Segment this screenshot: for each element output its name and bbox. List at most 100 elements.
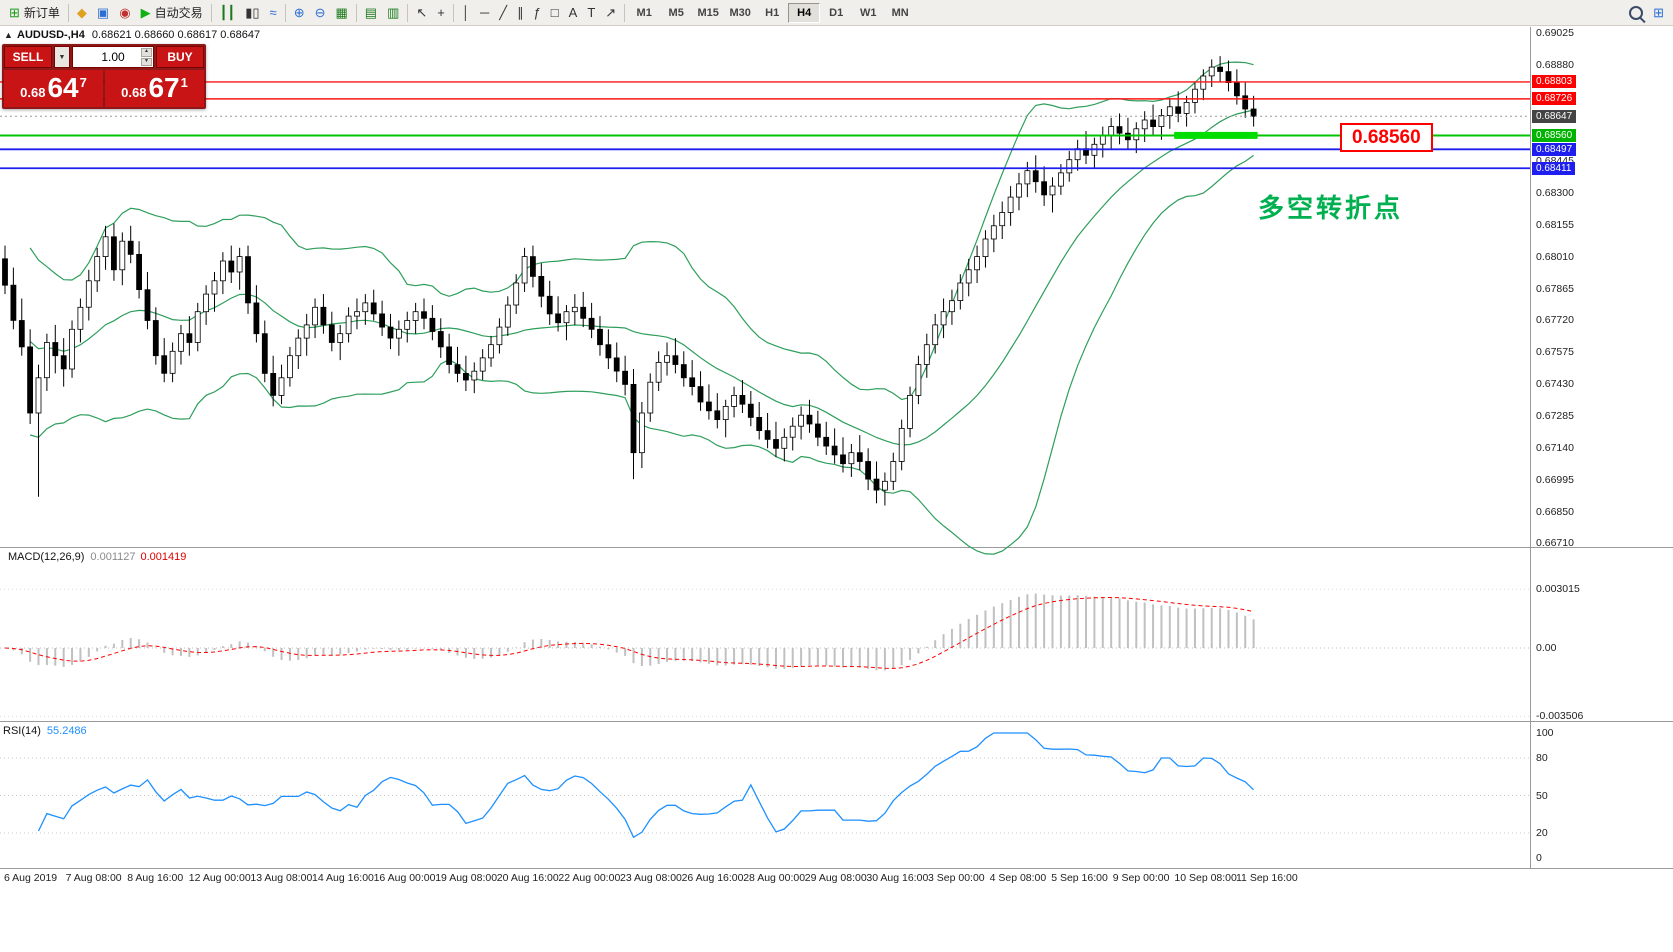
horizontal-line-button-icon: ─ (480, 5, 490, 20)
main-toolbar: ⊞ 新订单 ◆ ▣ ◉ ▶ 自动交易 ┃┃ ▮▯ ≈ ⊕ ⊖ ▦ ▤ ▥ ↖ + │ ─ ╱ ∥ ƒ □ A T ↗ M1 M5 M15… (0, 0, 1673, 26)
sell-price-display[interactable]: 0.68 64 7 (4, 70, 103, 107)
volume-decrease-button[interactable]: ▼ (141, 57, 152, 66)
data-window-button-icon: ▣ (96, 5, 110, 20)
volume-increase-button[interactable]: ▲ (141, 48, 152, 57)
rsi-scale-label: 80 (1536, 752, 1548, 764)
label-button[interactable]: T (582, 1, 600, 25)
sell-button[interactable]: SELL (4, 46, 52, 68)
new-order-button[interactable]: ⊞ 新订单 (4, 1, 65, 25)
timeframe-mn[interactable]: MN (891, 6, 909, 19)
market-watch-button[interactable]: ◆ (72, 1, 92, 25)
time-label: 22 Aug 00:00 (558, 872, 621, 884)
buy-price-display[interactable]: 0.68 67 1 (105, 70, 204, 107)
macd-scale-label: 0.00 (1536, 642, 1557, 654)
price-tick: 0.67865 (1536, 282, 1574, 295)
price-tick: 0.68300 (1536, 186, 1574, 199)
time-label: 8 Aug 16:00 (127, 872, 184, 884)
channel-button-icon: ∥ (517, 5, 524, 20)
fibonacci-button[interactable]: ƒ (529, 1, 546, 25)
buy-price-prefix: 0.68 (121, 85, 147, 100)
fibonacci-button-icon: ƒ (533, 5, 541, 20)
timeframe-w1[interactable]: W1 (859, 6, 877, 19)
time-label: 20 Aug 16:00 (496, 872, 559, 884)
volume-spinner: ▲ ▼ (141, 48, 152, 66)
autotrading-button[interactable]: ▶ 自动交易 (136, 1, 208, 25)
timeframe-d1[interactable]: D1 (829, 6, 844, 19)
time-label: 29 Aug 08:00 (804, 872, 867, 884)
rsi-line (37, 732, 1255, 839)
price-line-label: 0.68726 (1532, 92, 1577, 106)
timeframe-m5[interactable]: M5 (668, 6, 684, 19)
price-tick: 0.67575 (1536, 346, 1574, 359)
symbol-label: AUDUSD-,H4 (17, 29, 85, 41)
add-chart-button-icon: ⊞ (1653, 5, 1664, 20)
text-button-icon: A (568, 5, 578, 20)
time-label: 9 Sep 00:00 (1112, 872, 1170, 884)
buy-price-sup: 1 (180, 75, 188, 90)
timeframe-m30[interactable]: M30 (729, 6, 751, 19)
line-chart-button[interactable]: ≈ (265, 1, 282, 25)
text-button[interactable]: A (564, 1, 583, 25)
arrange-windows-button-icon: ▥ (387, 5, 400, 20)
support-highlight[interactable] (1174, 131, 1258, 139)
tile-windows-button[interactable]: ▦ (331, 1, 353, 25)
macd-signal-value: 0.001419 (140, 551, 187, 563)
time-label: 10 Sep 08:00 (1174, 872, 1237, 884)
timeframe-h1[interactable]: H1 (765, 6, 780, 19)
one-click-toggle-icon[interactable]: ▲ (4, 30, 13, 40)
sell-price-big: 64 (47, 72, 79, 103)
zoom-out-button[interactable]: ⊖ (310, 1, 331, 25)
crosshair-button[interactable]: + (432, 1, 450, 25)
time-label: 3 Sep 00:00 (928, 872, 985, 884)
cursor-button[interactable]: ↖ (411, 1, 432, 25)
shapes-button[interactable]: □ (546, 1, 564, 25)
price-tick: 0.66995 (1536, 474, 1574, 487)
timeframe-h4[interactable]: H4 (788, 2, 821, 23)
arrows-button[interactable]: ↗ (600, 1, 621, 25)
price-callout[interactable]: 0.68560 (1340, 123, 1433, 152)
timeframe-m15[interactable]: M15 (697, 6, 719, 19)
arrange-windows-button[interactable]: ▥ (382, 1, 404, 25)
rsi-scale-label: 20 (1536, 827, 1548, 839)
candlestick-chart-button-icon: ▮▯ (245, 5, 260, 20)
add-chart-button[interactable]: ⊞ (1648, 1, 1669, 25)
macd-main-value: 0.001127 (90, 551, 136, 563)
macd-indicator-title: MACD(12,26,9) 0.001127 0.001419 (8, 551, 186, 563)
time-label: 28 Aug 00:00 (743, 872, 806, 884)
buy-button[interactable]: BUY (156, 46, 204, 68)
horizontal-line-button[interactable]: ─ (475, 1, 494, 25)
macd-scale-label: -0.003506 (1536, 710, 1584, 723)
rsi-name: RSI(14) (3, 725, 41, 737)
crosshair-button-icon: + (437, 5, 445, 20)
toolbar-separator (284, 3, 286, 22)
volume-input[interactable] (73, 49, 153, 65)
search-button[interactable] (1624, 1, 1648, 25)
rsi-scale-label: 0 (1536, 852, 1542, 864)
vertical-line-button[interactable]: │ (457, 1, 475, 25)
turning-point-annotation[interactable]: 多空转折点 (1258, 193, 1404, 223)
price-line-label: 0.68647 (1532, 109, 1577, 123)
trendline-button[interactable]: ╱ (494, 1, 512, 25)
time-label: 13 Aug 08:00 (250, 872, 313, 884)
sell-price-prefix: 0.68 (20, 85, 46, 100)
toolbar-separator (624, 3, 626, 22)
time-label: 23 Aug 08:00 (620, 872, 682, 884)
toolbar-separator (452, 3, 454, 22)
zoom-in-button[interactable]: ⊕ (289, 1, 310, 25)
toolbar-separator (407, 3, 409, 22)
bar-chart-button[interactable]: ┃┃ (215, 1, 241, 25)
time-label: 26 Aug 16:00 (681, 872, 744, 884)
channel-button[interactable]: ∥ (512, 1, 529, 25)
candles-layer (2, 56, 1257, 506)
timeframe-m1[interactable]: M1 (636, 6, 652, 19)
cascade-windows-button[interactable]: ▤ (360, 1, 382, 25)
rsi-scale-label: 100 (1536, 727, 1554, 739)
candlestick-chart-button[interactable]: ▮▯ (240, 1, 264, 25)
data-window-button[interactable]: ▣ (92, 1, 114, 25)
volume-dropdown-button[interactable]: ▼ (54, 46, 70, 68)
macd-scale-label: 0.003015 (1536, 583, 1580, 596)
terminal-button[interactable]: ◉ (114, 1, 135, 25)
bollinger-upper (29, 61, 1254, 401)
